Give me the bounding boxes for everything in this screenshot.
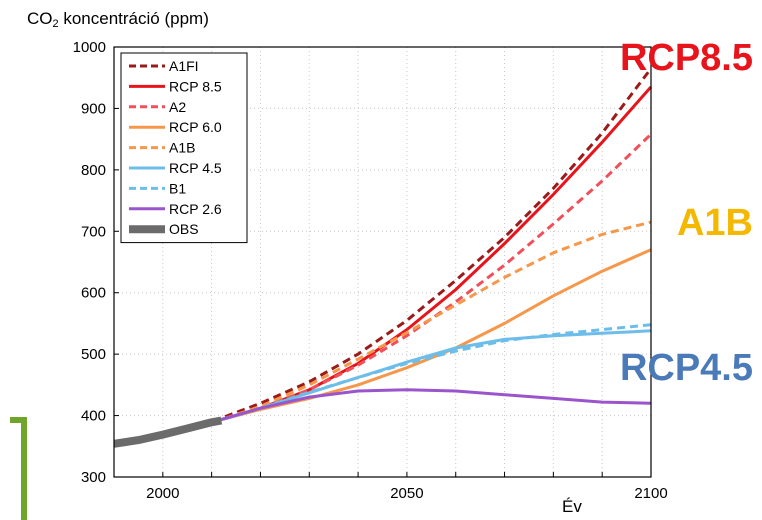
callout-label: RCP4.5 bbox=[620, 347, 753, 389]
callout-label: A1B bbox=[677, 202, 753, 244]
y-tick-label: 900 bbox=[81, 100, 106, 117]
y-tick-label: 600 bbox=[81, 285, 106, 302]
y-tick-label: 800 bbox=[81, 162, 106, 179]
legend-label: RCP 8.5 bbox=[169, 78, 222, 94]
x-axis-label: Év bbox=[562, 497, 582, 516]
y-tick-label: 500 bbox=[81, 346, 106, 363]
legend-label: RCP 6.0 bbox=[169, 119, 222, 135]
y-tick-label: 400 bbox=[81, 408, 106, 425]
decorative-bracket bbox=[10, 417, 27, 520]
plot-area: 300 400 500 600 700 800 900 1000 2000 2050 2100 A1F… bbox=[73, 37, 753, 502]
legend-label: A2 bbox=[169, 99, 186, 115]
axes-frame bbox=[113, 46, 652, 478]
x-tick-label: 2100 bbox=[634, 485, 667, 502]
series-line-obs bbox=[113, 416, 223, 448]
y-tick-label: 300 bbox=[81, 469, 106, 486]
series-line-rcp-2-6 bbox=[162, 388, 652, 437]
series-line-a1fi bbox=[162, 67, 653, 437]
x-tick-label: 2050 bbox=[390, 485, 423, 502]
y-tick-label: 700 bbox=[81, 223, 106, 240]
legend-label: B1 bbox=[169, 180, 186, 196]
y-axis-label: CO2 koncentráció (ppm) bbox=[27, 9, 209, 30]
callout-label: RCP8.5 bbox=[620, 37, 753, 79]
legend-label: RCP 2.6 bbox=[169, 201, 222, 217]
legend-label: A1FI bbox=[169, 58, 199, 74]
legend-label: A1B bbox=[169, 140, 195, 156]
x-tick-label: 2000 bbox=[146, 485, 179, 502]
legend-label: OBS bbox=[169, 221, 199, 237]
y-tick-label: 1000 bbox=[73, 39, 106, 56]
legend-label: RCP 4.5 bbox=[169, 160, 222, 176]
